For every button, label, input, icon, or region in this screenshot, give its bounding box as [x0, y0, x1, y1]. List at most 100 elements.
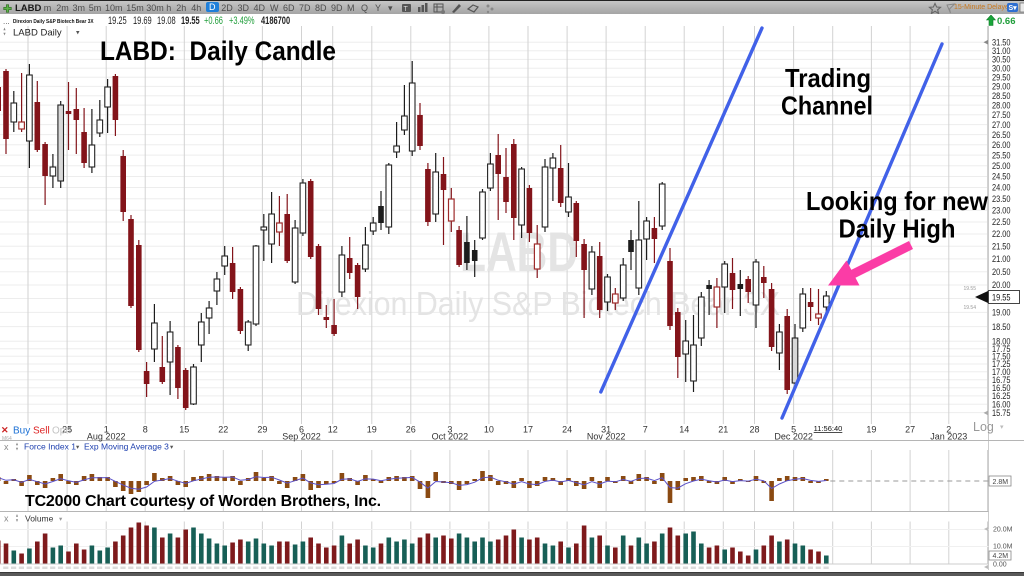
svg-text:2.8M: 2.8M: [993, 479, 1009, 486]
svg-text:Jan 2023: Jan 2023: [930, 432, 967, 442]
svg-text:Trading: Trading: [785, 63, 871, 93]
svg-text:17.50: 17.50: [992, 352, 1011, 363]
svg-text:21.50: 21.50: [992, 242, 1011, 253]
svg-text:26: 26: [406, 425, 416, 435]
svg-text:x: x: [4, 514, 9, 524]
svg-text:TC2000 Chart courtesy of Worde: TC2000 Chart courtesy of Worden Brothers…: [25, 493, 381, 510]
svg-text:28: 28: [749, 425, 759, 435]
svg-text:19.54: 19.54: [963, 305, 976, 311]
svg-text:10: 10: [484, 425, 494, 435]
svg-text:11:56:40: 11:56:40: [814, 424, 843, 433]
svg-text:15.75: 15.75: [992, 408, 1011, 419]
svg-text:0.00: 0.00: [993, 562, 1007, 569]
svg-text:▾: ▾: [76, 30, 80, 37]
svg-text:17.75: 17.75: [992, 344, 1011, 355]
svg-text:8: 8: [143, 425, 148, 435]
svg-text:Daily High: Daily High: [839, 214, 956, 244]
svg-text:31.50: 31.50: [992, 37, 1011, 48]
svg-text:24.00: 24.00: [992, 183, 1011, 194]
svg-text:19.00: 19.00: [992, 308, 1011, 319]
svg-text:Oct 2022: Oct 2022: [432, 432, 469, 442]
svg-text:16.25: 16.25: [992, 391, 1011, 402]
svg-text:Exp Moving Average 3: Exp Moving Average 3: [84, 442, 169, 452]
svg-text:27.50: 27.50: [992, 110, 1011, 121]
svg-text:x: x: [4, 442, 9, 452]
svg-text:▾: ▾: [59, 516, 63, 523]
svg-text:19.55: 19.55: [992, 292, 1011, 303]
svg-text:24: 24: [562, 425, 572, 435]
svg-text:Force Index 1: Force Index 1: [24, 442, 76, 452]
svg-text:Nov 2022: Nov 2022: [587, 432, 626, 442]
svg-text:1: 1: [104, 425, 109, 435]
svg-text:31: 31: [601, 425, 611, 435]
svg-text:17.25: 17.25: [992, 359, 1011, 370]
svg-text:17.00: 17.00: [992, 367, 1011, 378]
svg-text:29: 29: [257, 425, 267, 435]
svg-text:LABD: LABD: [460, 220, 578, 283]
svg-text:29.50: 29.50: [992, 73, 1011, 84]
svg-text:T: T: [404, 6, 409, 13]
svg-text:23.00: 23.00: [992, 206, 1011, 217]
svg-text:19: 19: [367, 425, 377, 435]
svg-text:M64: M64: [2, 436, 12, 442]
svg-text:6: 6: [299, 425, 304, 435]
svg-text:25: 25: [62, 425, 72, 435]
svg-text:✕: ✕: [1, 425, 9, 435]
svg-text:4.2M: 4.2M: [993, 553, 1009, 560]
svg-text:14: 14: [679, 425, 689, 435]
svg-text:▾: ▾: [1000, 424, 1004, 431]
svg-text:23.50: 23.50: [992, 194, 1011, 205]
svg-text:24.50: 24.50: [992, 172, 1011, 183]
svg-text:Buy: Buy: [13, 426, 30, 437]
svg-text:LABD: Daily Candle: LABD: Daily Candle: [100, 36, 336, 66]
svg-text:Opt: Opt: [52, 426, 68, 437]
svg-text:▾: ▾: [170, 444, 174, 451]
svg-text:27: 27: [905, 425, 915, 435]
svg-text:31.00: 31.00: [992, 46, 1011, 57]
svg-text:2: 2: [946, 425, 951, 435]
svg-text:Log: Log: [973, 420, 994, 434]
svg-text:Sell: Sell: [33, 426, 50, 437]
svg-text:Direxion Daily S&P Biotech Bea: Direxion Daily S&P Biotech Bear 3X: [296, 285, 780, 322]
svg-text:28.00: 28.00: [992, 100, 1011, 111]
svg-text:20.00: 20.00: [992, 280, 1011, 291]
svg-text:19.55: 19.55: [963, 286, 976, 292]
svg-text:16.75: 16.75: [992, 375, 1011, 386]
svg-text:7: 7: [643, 425, 648, 435]
svg-text:22.00: 22.00: [992, 229, 1011, 240]
svg-text:▾: ▾: [76, 444, 80, 451]
svg-text:26.50: 26.50: [992, 130, 1011, 141]
svg-text:20.50: 20.50: [992, 267, 1011, 278]
svg-text:Looking for new: Looking for new: [806, 186, 989, 216]
svg-text:12: 12: [328, 425, 338, 435]
svg-text:17: 17: [523, 425, 533, 435]
svg-text:21.00: 21.00: [992, 254, 1011, 265]
svg-text:Sep 2022: Sep 2022: [282, 432, 321, 442]
svg-text:Channel: Channel: [781, 91, 873, 121]
svg-text:25.00: 25.00: [992, 161, 1011, 172]
svg-text:3: 3: [447, 425, 452, 435]
svg-text:Aug 2022: Aug 2022: [87, 432, 126, 442]
svg-text:18.50: 18.50: [992, 322, 1011, 333]
svg-text:LABD Daily: LABD Daily: [13, 28, 62, 39]
svg-text:25.50: 25.50: [992, 150, 1011, 161]
svg-text:18.00: 18.00: [992, 337, 1011, 348]
svg-text:20.0M: 20.0M: [993, 527, 1013, 534]
svg-text:10.0M: 10.0M: [993, 544, 1013, 551]
svg-text:27.00: 27.00: [992, 120, 1011, 131]
svg-text:15: 15: [179, 425, 189, 435]
svg-text:26.00: 26.00: [992, 140, 1011, 151]
svg-text:16.50: 16.50: [992, 383, 1011, 394]
svg-text:21: 21: [718, 425, 728, 435]
svg-text:22: 22: [218, 425, 228, 435]
svg-text:22.50: 22.50: [992, 217, 1011, 228]
svg-text:Dec 2022: Dec 2022: [774, 432, 813, 442]
svg-text:19: 19: [866, 425, 876, 435]
svg-text:Volume: Volume: [25, 514, 54, 524]
svg-text:30.50: 30.50: [992, 55, 1011, 66]
svg-text:16.00: 16.00: [992, 399, 1011, 410]
svg-text:30.00: 30.00: [992, 64, 1011, 75]
svg-text:29.00: 29.00: [992, 82, 1011, 93]
svg-text:28.50: 28.50: [992, 91, 1011, 102]
svg-text:5: 5: [791, 425, 796, 435]
